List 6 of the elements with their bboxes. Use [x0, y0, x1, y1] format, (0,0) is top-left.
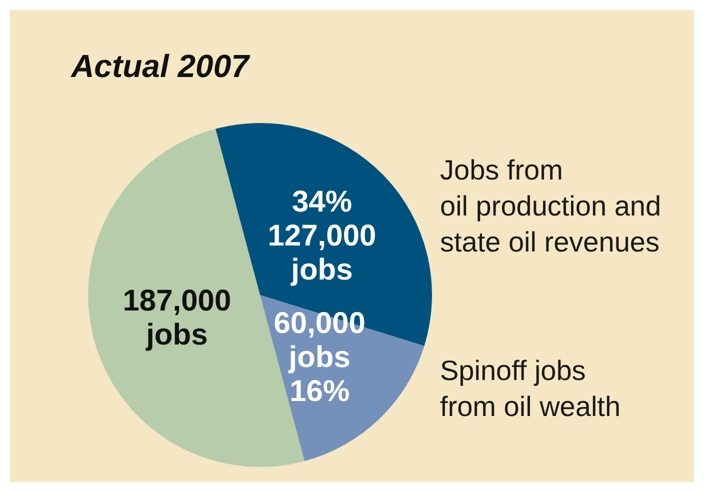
data-label: 34% 127,000 jobs — [268, 184, 376, 286]
slice-label: Spinoff jobs from oil wealth — [440, 354, 621, 422]
data-label: 60,000 jobs 16% — [274, 306, 366, 408]
slice-label: Jobs from oil production and state oil revenues — [440, 154, 662, 258]
data-label: 187,000 jobs — [122, 284, 232, 351]
chart-title: Actual 2007 — [70, 48, 252, 84]
